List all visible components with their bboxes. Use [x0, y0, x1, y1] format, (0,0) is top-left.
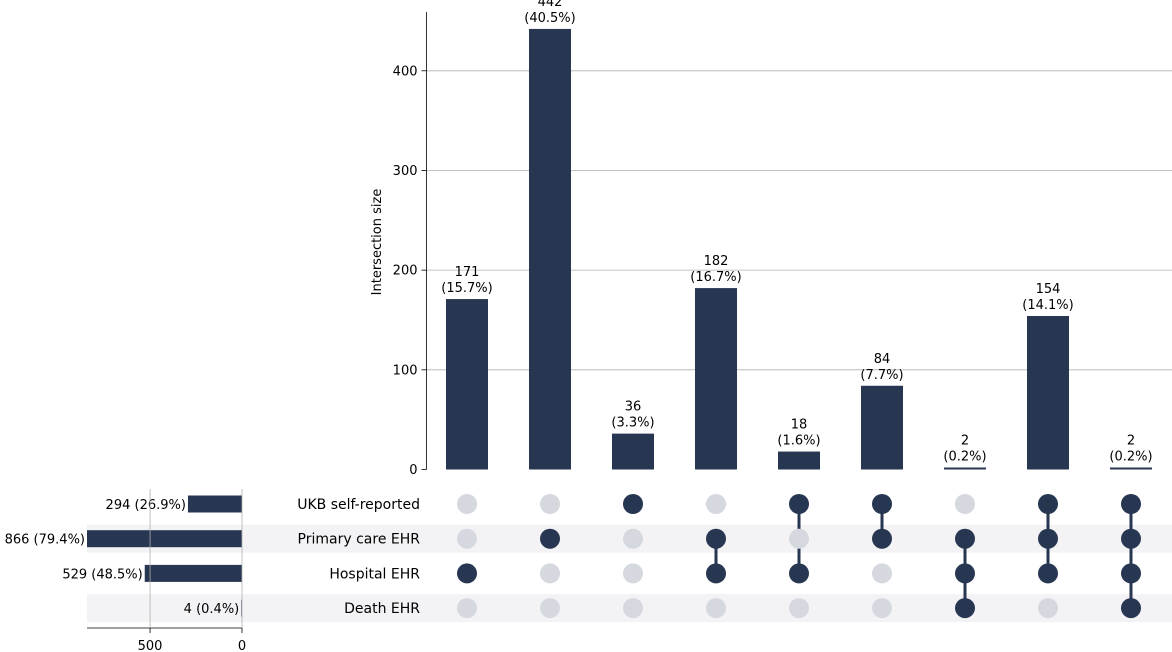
membership-dot-active — [1038, 494, 1058, 514]
y-tick-label: 300 — [393, 164, 418, 179]
bar-count-label: 154 — [1036, 282, 1061, 297]
membership-dot-active — [540, 528, 560, 549]
set-size-label: 866 (79.4%) — [5, 533, 85, 548]
set-size-label: 4 (0.4%) — [184, 602, 240, 617]
membership-dot-inactive — [457, 528, 477, 549]
membership-dot-active — [1038, 563, 1058, 584]
intersection-bar — [1110, 467, 1152, 470]
intersection-bar — [778, 451, 820, 470]
bar-count-label: 2 — [961, 434, 969, 449]
bar-percent-label: (3.3%) — [611, 416, 654, 431]
membership-dot-inactive — [706, 494, 726, 514]
bar-percent-label: (15.7%) — [441, 281, 492, 296]
bar-percent-label: (16.7%) — [690, 270, 741, 285]
bar-count-label: 171 — [455, 265, 480, 280]
y-tick-label: 0 — [409, 463, 417, 478]
membership-dot-inactive — [623, 563, 643, 584]
membership-dot-active — [955, 598, 975, 619]
membership-dot-active — [955, 528, 975, 549]
intersection-bar — [612, 433, 654, 470]
intersection-bar — [1027, 315, 1069, 470]
membership-dot-inactive — [623, 598, 643, 619]
bar-percent-label: (40.5%) — [524, 11, 575, 26]
membership-dot-active — [1038, 528, 1058, 549]
bar-percent-label: (1.6%) — [777, 434, 820, 449]
membership-dot-active — [1121, 528, 1141, 549]
membership-dot-active — [457, 563, 477, 584]
membership-dot-inactive — [457, 494, 477, 514]
set-name: Hospital EHR — [329, 566, 420, 582]
membership-dot-active — [872, 528, 892, 549]
y-tick-label: 200 — [393, 264, 418, 279]
set-size-tick-label: 500 — [138, 639, 163, 652]
membership-dot-active — [706, 563, 726, 584]
bar-percent-label: (14.1%) — [1022, 298, 1073, 313]
intersection-bar — [695, 288, 737, 470]
membership-dot-active — [1121, 563, 1141, 584]
membership-dot-inactive — [1038, 598, 1058, 619]
y-tick-label: 400 — [393, 64, 418, 79]
set-size-label: 529 (48.5%) — [62, 567, 142, 582]
bar-count-label: 442 — [538, 0, 563, 10]
set-size-bar — [187, 495, 242, 513]
membership-dot-inactive — [789, 528, 809, 549]
membership-dot-inactive — [955, 494, 975, 514]
set-name-labels: UKB self-reported Primary care EHR Hospita… — [297, 497, 420, 617]
intersection-y-axis: 0 100 200 300 400 — [393, 12, 427, 478]
bar-count-label: 18 — [791, 418, 808, 433]
membership-dot-inactive — [540, 598, 560, 619]
set-name: Primary care EHR — [298, 532, 421, 548]
bar-percent-label: (0.2%) — [1109, 450, 1152, 465]
intersection-y-axis-label: Intersection size — [370, 189, 385, 296]
membership-dot-inactive — [872, 563, 892, 584]
set-name: Death EHR — [344, 601, 420, 617]
set-size-label: 294 (26.9%) — [106, 498, 186, 513]
membership-dot-inactive — [540, 563, 560, 584]
intersection-bar-labels: 171(15.7%)442(40.5%)36(3.3%)182(16.7%)18… — [441, 0, 1152, 465]
membership-dot-inactive — [540, 494, 560, 514]
bar-count-label: 84 — [874, 352, 891, 367]
membership-dot-active — [789, 563, 809, 584]
membership-dot-active — [955, 563, 975, 584]
set-size-bar — [87, 530, 242, 548]
membership-dot-active — [623, 494, 643, 514]
intersection-bar — [529, 28, 571, 470]
y-tick-label: 100 — [393, 363, 418, 378]
intersection-bar — [861, 385, 903, 470]
bar-count-label: 36 — [625, 400, 642, 415]
membership-dot-active — [872, 494, 892, 514]
bar-count-label: 2 — [1127, 434, 1135, 449]
intersection-bar — [944, 467, 986, 470]
membership-dot-inactive — [872, 598, 892, 619]
intersection-bars — [446, 28, 1152, 470]
membership-dot-active — [789, 494, 809, 514]
set-size-bar — [144, 564, 242, 582]
membership-dot-inactive — [706, 598, 726, 619]
set-size-x-axis: 500 0 — [87, 489, 246, 652]
membership-dot-active — [706, 528, 726, 549]
set-name: UKB self-reported — [297, 497, 420, 513]
set-size-bars: 294 (26.9%) 866 (79.4%) 529 (48.5%) 4 (0.4%… — [5, 495, 242, 617]
membership-dot-active — [1121, 598, 1141, 619]
membership-dot-active — [1121, 494, 1141, 514]
membership-matrix — [457, 494, 1141, 619]
bar-count-label: 182 — [704, 254, 729, 269]
membership-dot-inactive — [457, 598, 477, 619]
membership-dot-inactive — [789, 598, 809, 619]
intersection-bar — [446, 299, 488, 470]
set-size-tick-label: 0 — [238, 639, 246, 652]
bar-percent-label: (7.7%) — [860, 368, 903, 383]
bar-percent-label: (0.2%) — [943, 450, 986, 465]
membership-dot-inactive — [623, 528, 643, 549]
